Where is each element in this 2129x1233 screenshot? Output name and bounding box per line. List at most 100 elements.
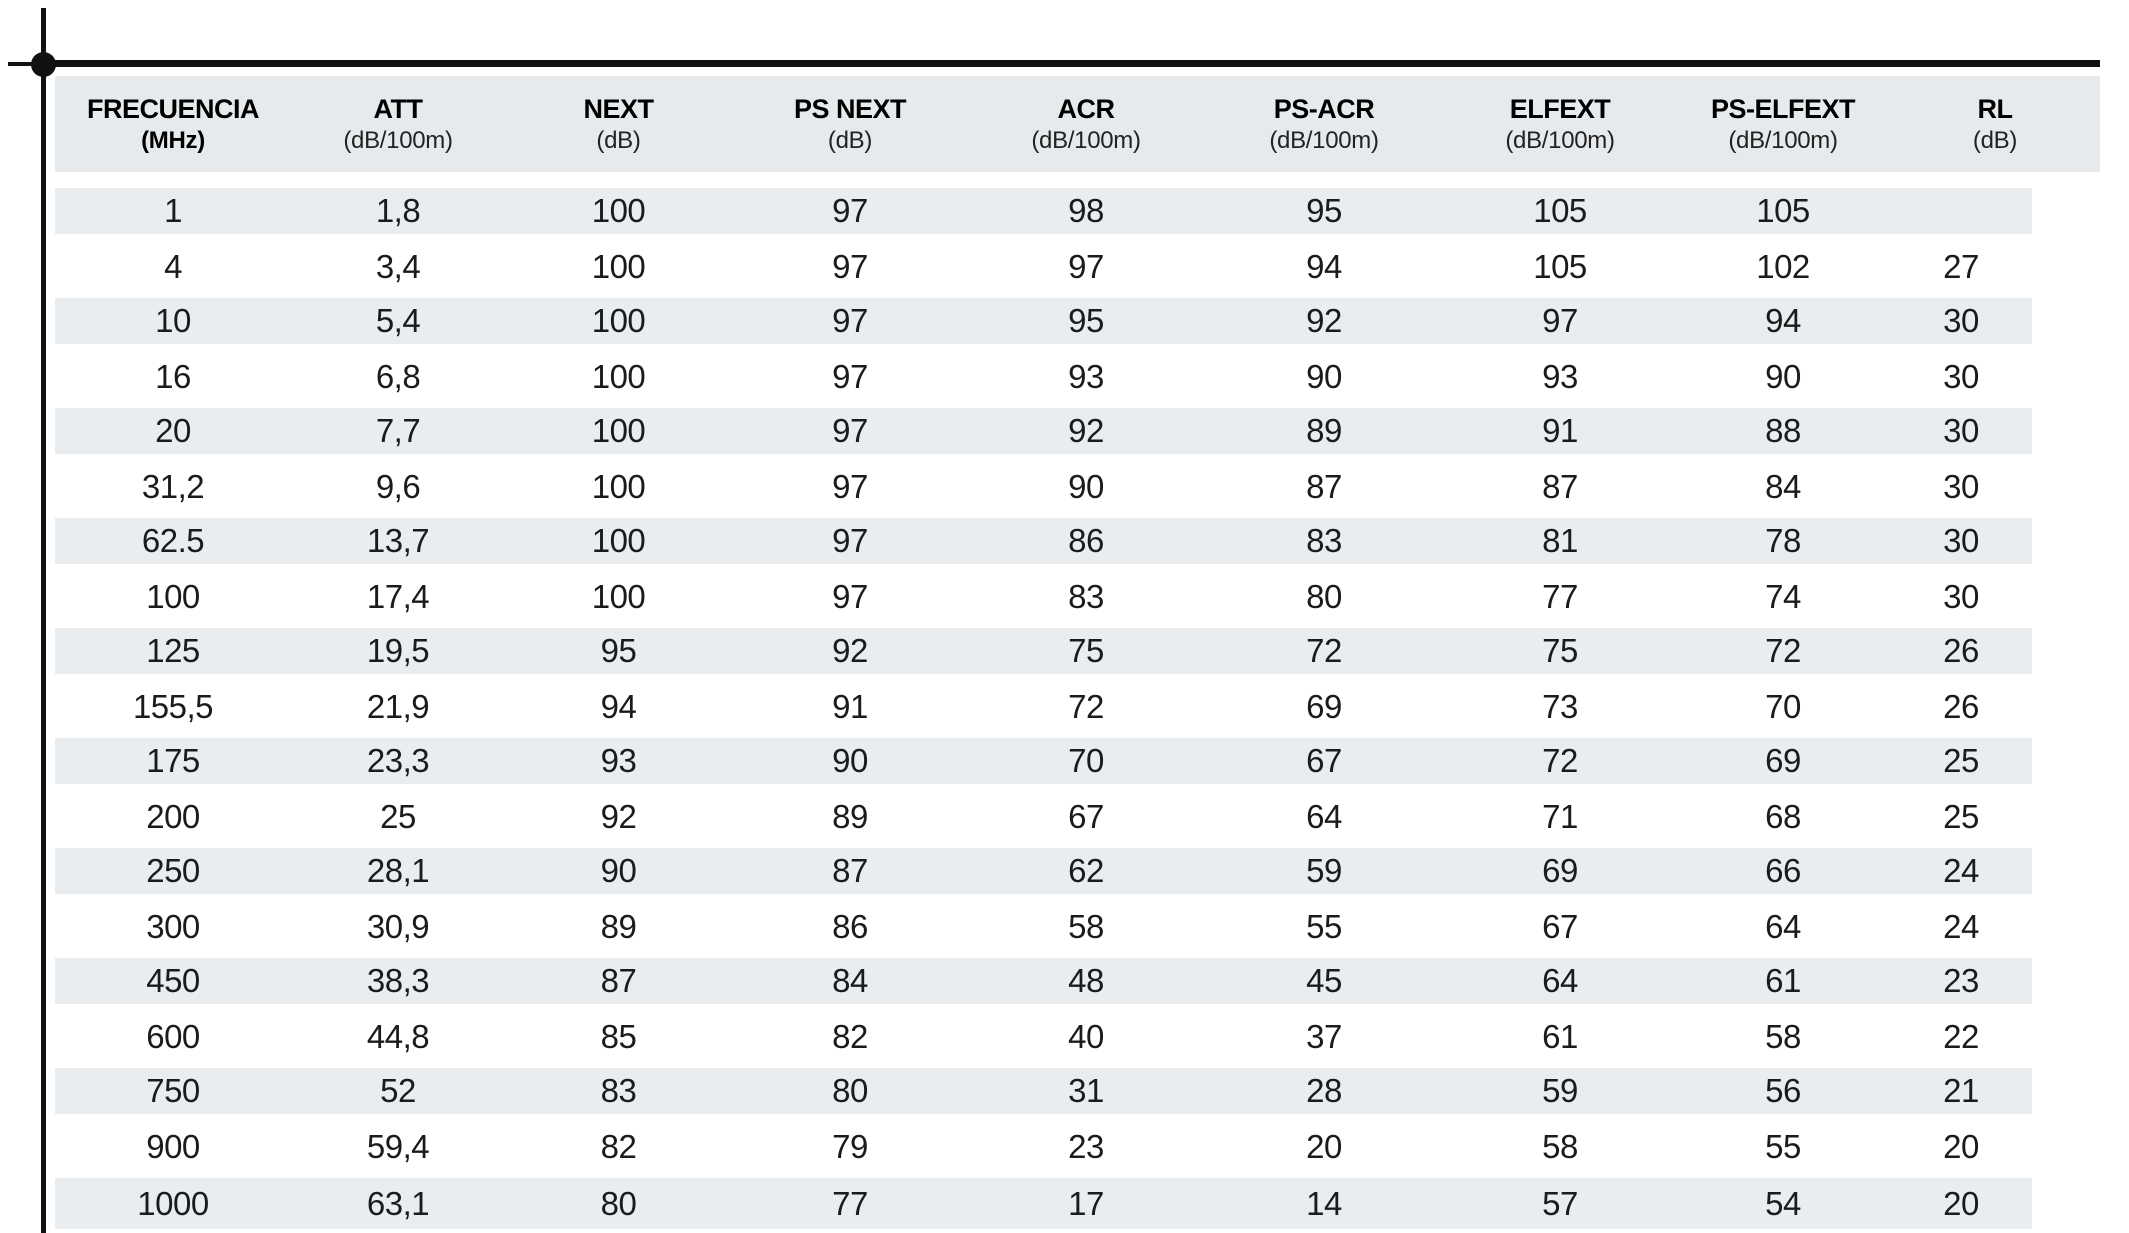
cell: 72: [1068, 687, 1104, 725]
cell: 82: [600, 1127, 637, 1165]
cell: 95: [600, 632, 637, 669]
cell: 175: [146, 742, 200, 779]
table-row: 62.5 13,7 100 97 86 83 81 78 30: [55, 514, 2032, 569]
cell: 105: [1533, 192, 1587, 229]
cell: 54: [1765, 1184, 1801, 1222]
cell: 21,9: [366, 687, 430, 725]
cell: 300: [146, 907, 200, 945]
cell: 89: [832, 797, 868, 835]
cell: 80: [600, 1184, 637, 1222]
cell: 78: [1765, 522, 1801, 559]
cell: 100: [591, 522, 646, 559]
cell: 90: [1068, 467, 1104, 505]
column-header-acr: ACR (dB/100m): [968, 76, 1204, 172]
table-row: 200 25 92 89 67 64 71 68 25: [55, 789, 2032, 844]
column-header-ps-elfext: PS-ELFEXT (dB/100m): [1676, 76, 1890, 172]
cell: 900: [146, 1127, 200, 1165]
cell: 24: [1943, 907, 1979, 945]
cell: 61: [1542, 1017, 1578, 1055]
column-header-next: NEXT (dB): [505, 76, 732, 172]
table-row: 1000 63,1 80 77 17 14 57 54 20: [55, 1174, 2032, 1229]
cell: 37: [1306, 1017, 1342, 1055]
table-row: 600 44,8 85 82 40 37 61 58 22: [55, 1009, 2032, 1064]
column-name: ELFEXT: [1509, 93, 1611, 124]
cell: 58: [1765, 1017, 1801, 1055]
table-row: 31,2 9,6 100 97 90 87 87 84 30: [55, 459, 2032, 514]
cell: 83: [600, 1072, 637, 1109]
cell: 63,1: [366, 1184, 430, 1222]
cell: 31,2: [141, 467, 205, 505]
cell: 85: [600, 1017, 637, 1055]
cell: 25: [1943, 742, 1979, 779]
cell: 88: [1765, 412, 1801, 449]
cell: 84: [832, 962, 868, 999]
cell: 70: [1068, 742, 1104, 779]
cell: 89: [1306, 412, 1342, 449]
cell: 44,8: [366, 1017, 430, 1055]
crop-mark-horizontal: [8, 62, 42, 66]
cell: 94: [1306, 247, 1342, 285]
cell: 30: [1943, 522, 1979, 559]
cell: 61: [1765, 962, 1801, 999]
cell: 30: [1943, 302, 1979, 339]
cell: 67: [1068, 797, 1104, 835]
table-row: 20 7,7 100 97 92 89 91 88 30: [55, 404, 2032, 459]
cell: 82: [832, 1017, 868, 1055]
table-row: 155,5 21,9 94 91 72 69 73 70 26: [55, 679, 2032, 734]
table-body: 1 1,8 100 97 98 95 105 105 4 3,4 100 97 97 94 105 102 27…: [55, 184, 2032, 1229]
cell: 100: [591, 192, 646, 229]
cell: 40: [1068, 1017, 1104, 1055]
column-unit: (dB): [827, 126, 873, 154]
cell: 450: [146, 962, 200, 999]
cell: 1,8: [375, 192, 421, 229]
cell: 87: [600, 962, 637, 999]
cell: 105: [1533, 247, 1587, 285]
cell: 7,7: [375, 412, 421, 449]
column-header-frecuencia: FRECUENCIA (MHz): [55, 76, 291, 172]
column-name: PS-ELFEXT: [1710, 93, 1856, 124]
cell: 200: [146, 797, 200, 835]
table-row: 10 5,4 100 97 95 92 97 94 30: [55, 294, 2032, 349]
cell: 59,4: [366, 1127, 430, 1165]
cell: 97: [1542, 302, 1578, 339]
cell: 38,3: [366, 962, 430, 999]
cell: 91: [832, 687, 868, 725]
table-row: 750 52 83 80 31 28 59 56 21: [55, 1064, 2032, 1119]
table-row: 100 17,4 100 97 83 80 77 74 30: [55, 569, 2032, 624]
cell: 27: [1943, 247, 1979, 285]
table-row: 1 1,8 100 97 98 95 105 105: [55, 184, 2032, 239]
cell: 100: [591, 577, 646, 615]
cell: 83: [1068, 577, 1104, 615]
cell: 16: [155, 357, 191, 395]
column-name: ATT: [373, 93, 423, 124]
cell: 30: [1943, 412, 1979, 449]
cell: 84: [1765, 467, 1801, 505]
cell: 86: [1068, 522, 1104, 559]
cell: 62.5: [141, 522, 205, 559]
cell: 97: [832, 247, 868, 285]
table-header-row: FRECUENCIA (MHz) ATT (dB/100m) NEXT (dB) PS NE…: [55, 76, 2100, 172]
cell: 26: [1943, 687, 1979, 725]
cell: 87: [832, 852, 868, 889]
column-name: FRECUENCIA: [86, 93, 260, 124]
column-name: RL: [1977, 93, 2014, 124]
cell: 90: [832, 742, 868, 779]
column-unit: (dB/100m): [343, 126, 453, 154]
cell: 69: [1306, 687, 1342, 725]
cell: 1000: [137, 1184, 209, 1222]
cell: 59: [1306, 852, 1342, 889]
cell: 17: [1068, 1184, 1104, 1222]
cell: 97: [832, 412, 868, 449]
column-unit: (dB): [1972, 126, 2018, 154]
cell: 52: [380, 1072, 416, 1109]
cell: 83: [1306, 522, 1342, 559]
cell: 95: [1306, 192, 1342, 229]
crop-mark-vertical: [41, 8, 46, 1233]
cell: 67: [1306, 742, 1342, 779]
cell: 97: [832, 467, 868, 505]
cell: 97: [832, 577, 868, 615]
column-header-ps-acr: PS-ACR (dB/100m): [1204, 76, 1444, 172]
cell: 30: [1943, 467, 1979, 505]
cell: 64: [1765, 907, 1801, 945]
cell: 70: [1765, 687, 1801, 725]
